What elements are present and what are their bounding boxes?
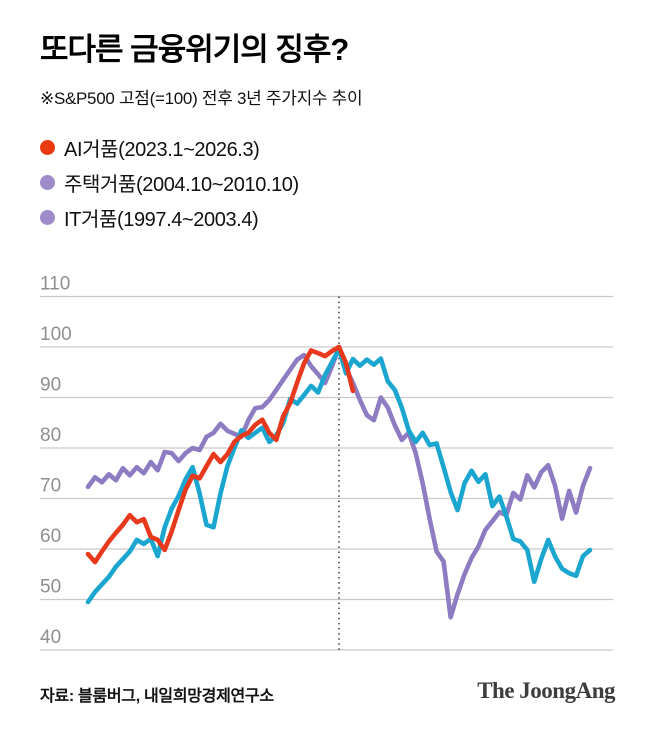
page-title: 또다른 금융위기의 징후? <box>40 32 349 67</box>
y-tick-label-110: 110 <box>40 274 70 295</box>
legend-dot-icon <box>40 210 55 225</box>
series-line-2 <box>85 344 356 565</box>
legend-label: AI거품(2023.1~2026.3) <box>64 139 260 161</box>
series-line-0 <box>85 344 593 620</box>
chart-subtitle: ※S&P500 고점(=100) 전후 3년 주가지수 추이 <box>40 89 363 108</box>
legend-label: IT거품(1997.4~2003.4) <box>64 209 259 231</box>
legend-dot-icon <box>40 140 55 155</box>
y-tick-label-60: 60 <box>40 526 61 547</box>
source-credit: 자료: 블룸버그, 내일희망경제연구소 <box>40 688 274 705</box>
line-chart-canvas: 110 100 90 80 70 60 50 40 <box>40 274 613 651</box>
y-tick-label-80: 80 <box>40 425 61 446</box>
legend-item-housing-bubble: 주택거품(2004.10~2010.10) <box>40 165 299 200</box>
legend-item-ai-bubble: AI거품(2023.1~2026.3) <box>40 130 299 165</box>
y-tick-label-90: 90 <box>40 375 61 396</box>
legend: AI거품(2023.1~2026.3) 주택거품(2004.10~2010.10… <box>40 130 299 235</box>
legend-item-it-bubble: IT거품(1997.4~2003.4) <box>40 200 299 235</box>
y-tick-label-50: 50 <box>40 577 61 598</box>
y-tick-label-70: 70 <box>40 476 61 497</box>
line-chart: 110 100 90 80 70 60 50 40 <box>0 268 658 680</box>
joongang-logo: The JoongAng <box>477 678 615 703</box>
y-tick-label-40: 40 <box>40 627 61 648</box>
legend-dot-icon <box>40 175 55 190</box>
legend-label: 주택거품(2004.10~2010.10) <box>64 174 299 196</box>
y-tick-label-100: 100 <box>40 324 72 345</box>
